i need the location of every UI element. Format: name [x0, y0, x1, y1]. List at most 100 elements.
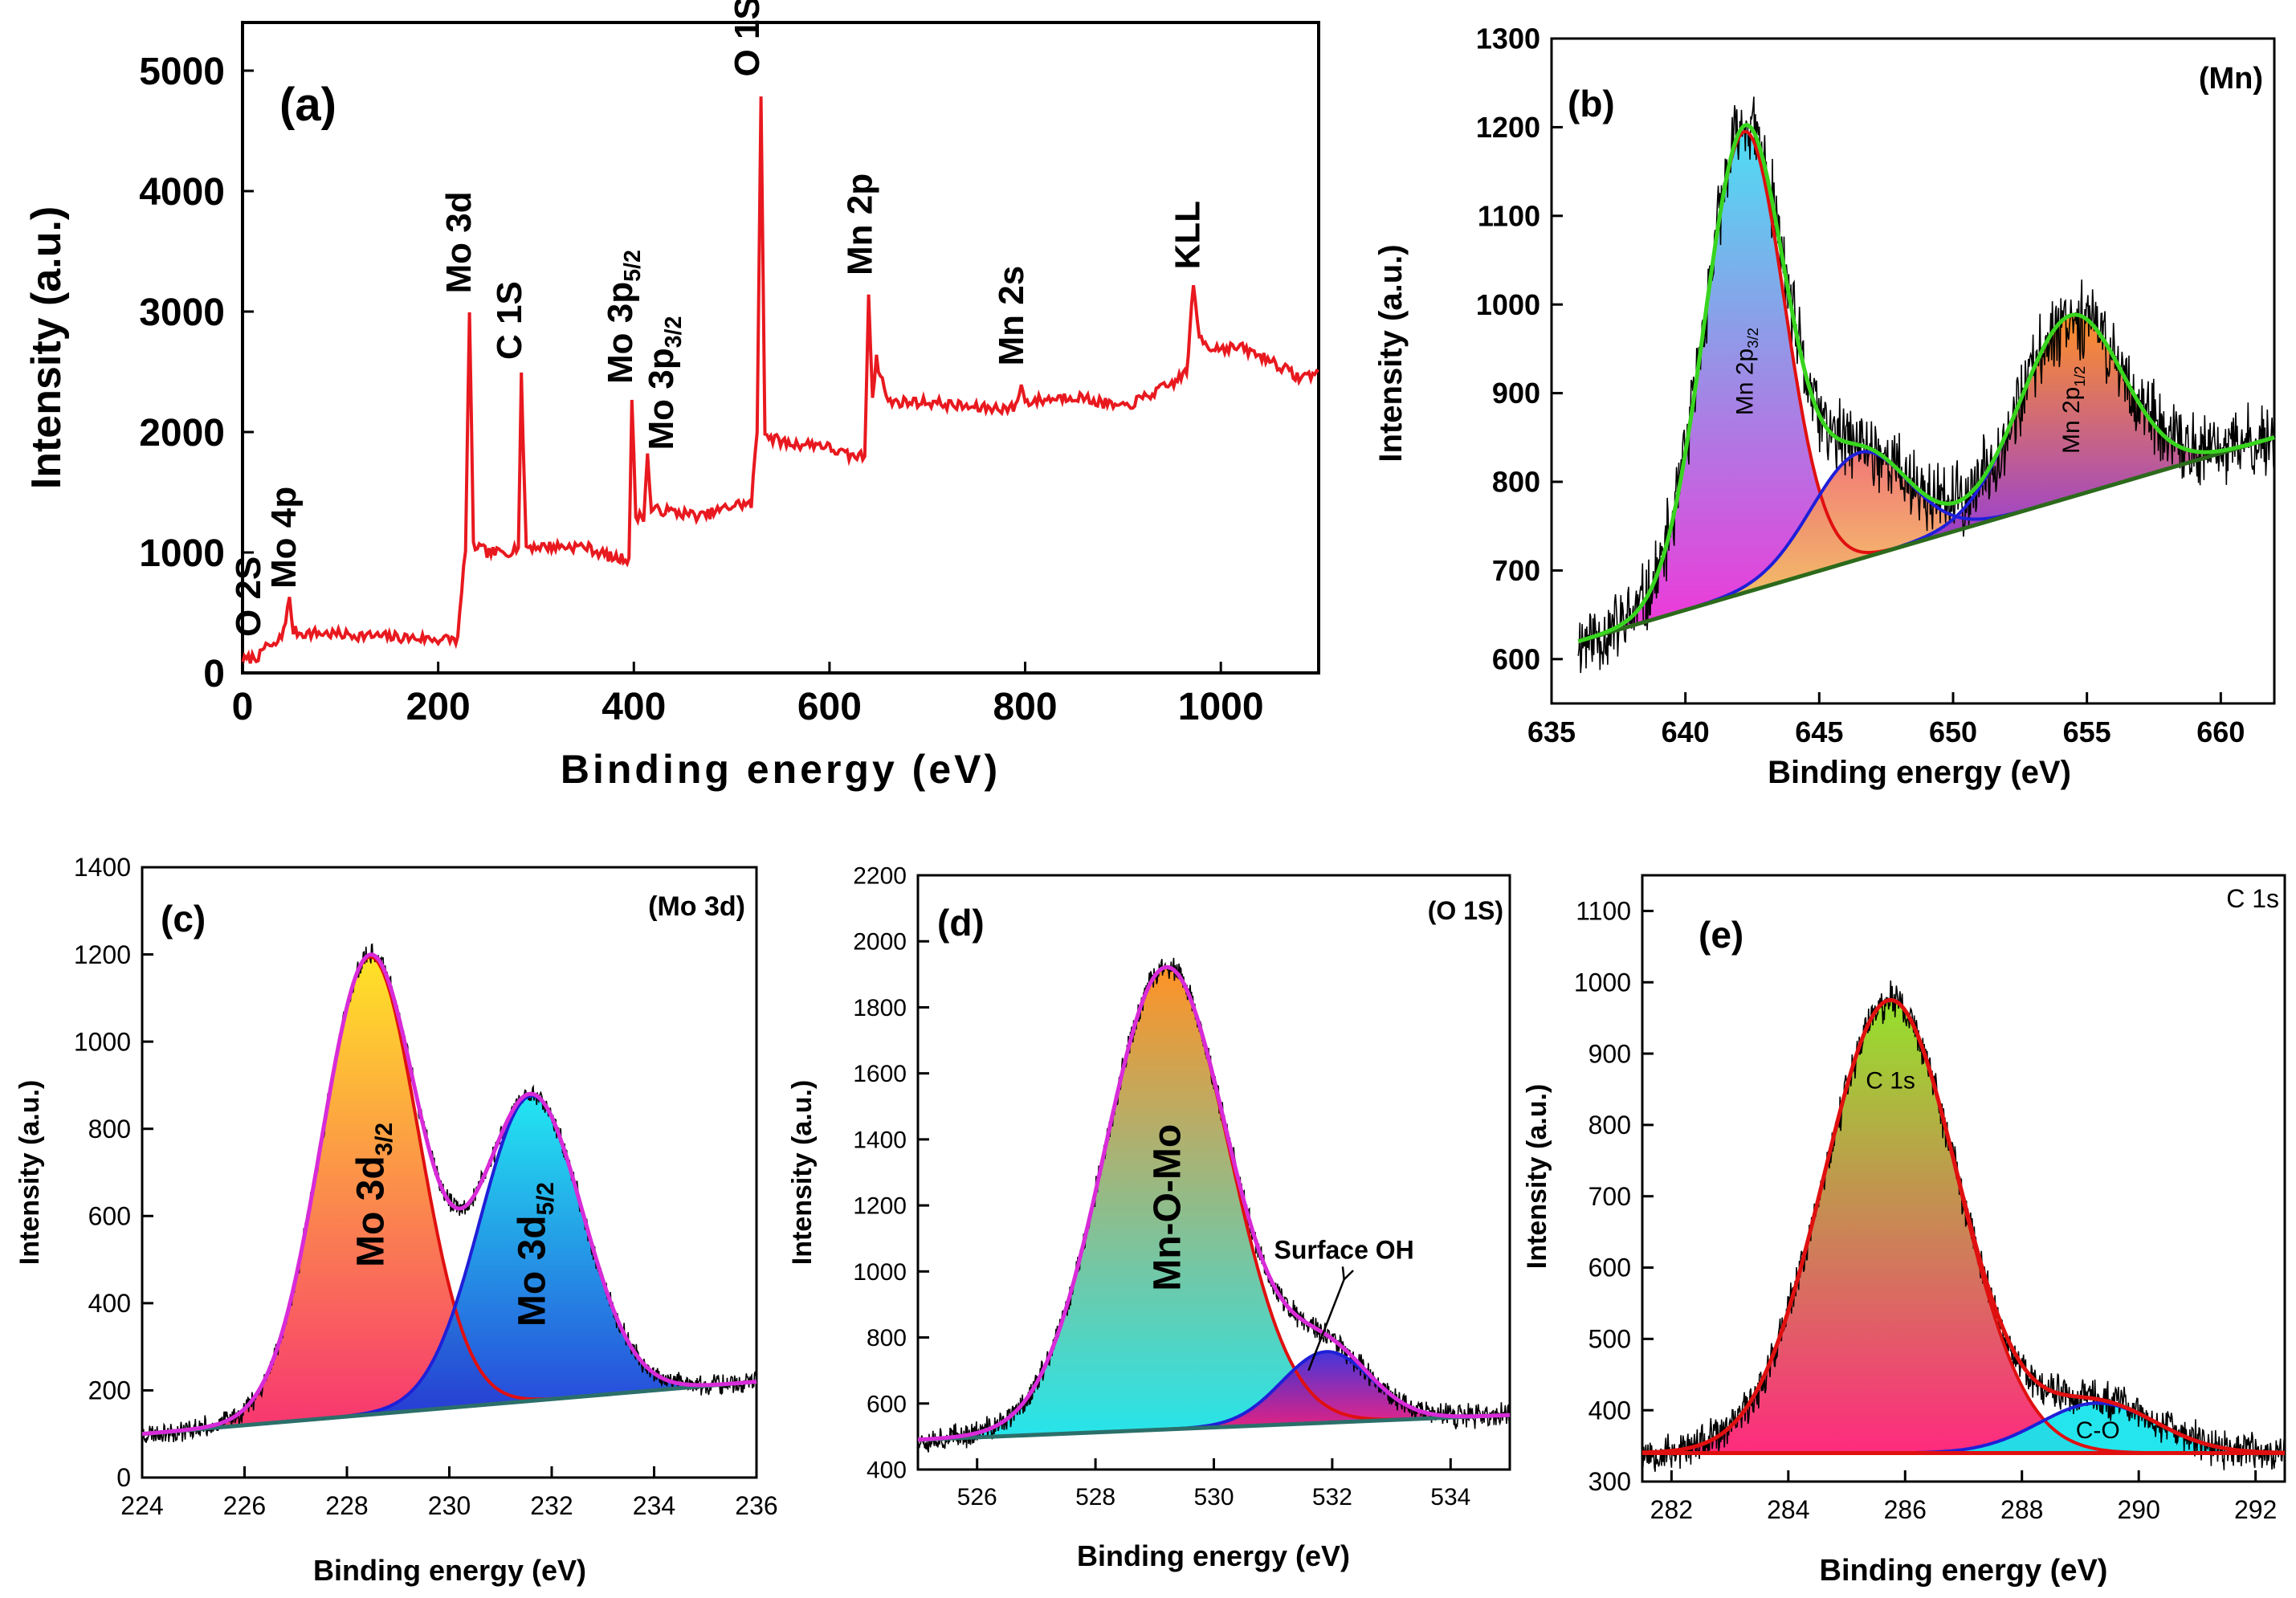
panel-d-axes: Mn-O-Mo Surface OH 526 528 530 532 534 400 600 80…	[853, 863, 1470, 1511]
y-tick-label: 2000	[853, 929, 907, 956]
baseline-line	[141, 1380, 757, 1437]
panel-a-plot	[241, 96, 1319, 664]
panel-e-frame	[1641, 874, 2286, 1483]
y-tick-label: 600	[1492, 642, 1540, 675]
peak-annotation: Mo 3p3/2	[642, 316, 687, 450]
y-tick-label: 1100	[1478, 199, 1540, 232]
x-tick-label: 232	[530, 1491, 573, 1520]
peak-component-line	[1657, 450, 2062, 620]
survey-spectrum-line	[241, 96, 1319, 664]
y-tick-label: 1000	[1574, 968, 1631, 997]
x-tick-label: 282	[1650, 1495, 1693, 1524]
peak-annotation: Mn 2p	[840, 173, 879, 275]
y-tick-label: 800	[1588, 1111, 1631, 1139]
panel-a-ylabel: Intensity (a.u.)	[23, 206, 70, 489]
panel-a-xlabel: Binding energy (eV)	[561, 747, 1001, 792]
y-tick-label: 800	[867, 1325, 907, 1351]
y-tick-label: 3000	[139, 291, 225, 334]
panel-b-frame	[1550, 37, 2276, 705]
y-tick-label: 1800	[853, 995, 907, 1021]
y-tick-label: 2000	[139, 412, 225, 455]
panel-e-plot	[1641, 980, 2286, 1472]
y-tick-label: 900	[1492, 377, 1540, 410]
panel-b-plot	[1577, 96, 2275, 674]
panel-d-label: (d)	[937, 902, 985, 944]
x-tick-label: 228	[325, 1491, 368, 1520]
panel-c-ylabel: Intensity (a.u.)	[14, 1080, 45, 1265]
y-tick-label: 2200	[853, 863, 907, 890]
peak-label: Mn-O-Mo	[1146, 1124, 1189, 1291]
x-tick-label: 640	[1662, 715, 1710, 748]
panel-e-xlabel: Binding energy (eV)	[1820, 1554, 2108, 1588]
envelope-fit-line	[1641, 997, 2285, 1455]
panel-d-corner-label: (O 1S)	[1428, 896, 1503, 925]
x-tick-label: 234	[633, 1491, 675, 1520]
panel-e-label: (e)	[1699, 914, 1743, 956]
y-tick-label: 600	[88, 1201, 131, 1230]
peak-label: Mn 2p1/2	[2058, 366, 2088, 454]
panel-a-label: (a)	[279, 79, 336, 131]
peak-label: Mn 2p3/2	[1732, 328, 1762, 415]
panel-b-axes: Mn 2p3/2 Mn 2p1/2 635 640 645 650 655 660 600 700…	[1476, 22, 2245, 748]
x-tick-label: 800	[993, 686, 1057, 728]
callout-arrow-line	[1307, 1278, 1345, 1372]
panel-a-frame	[241, 21, 1320, 675]
x-tick-label: 284	[1767, 1495, 1809, 1524]
y-tick-label: 600	[867, 1391, 907, 1417]
peak-annotation: KLL	[1168, 201, 1207, 270]
x-tick-label: 528	[1075, 1484, 1115, 1510]
y-tick-label: 800	[88, 1115, 131, 1143]
panel-c-xlabel: Binding energy (eV)	[313, 1554, 586, 1587]
x-tick-label: 230	[428, 1491, 471, 1520]
x-tick-label: 645	[1795, 715, 1843, 748]
y-tick-label: 5000	[139, 51, 225, 93]
baseline-line	[917, 1413, 1511, 1442]
y-tick-label: 400	[88, 1289, 131, 1318]
x-tick-label: 635	[1527, 715, 1576, 748]
panel-a: 0 200 400 600 800 1000 0 1000 2000 3000 4000 5000 O …	[23, 0, 1320, 792]
y-tick-label: 1100	[1576, 897, 1631, 926]
x-tick-label: 534	[1430, 1484, 1470, 1510]
baseline-line	[1577, 435, 2275, 644]
y-tick-label: 4000	[139, 171, 225, 214]
x-tick-label: 286	[1884, 1495, 1927, 1524]
x-tick-label: 292	[2234, 1495, 2277, 1524]
raw-data-line	[917, 957, 1511, 1453]
x-tick-label: 660	[2196, 715, 2245, 748]
y-tick-label: 700	[1588, 1182, 1631, 1211]
y-tick-label: 0	[203, 653, 225, 695]
x-tick-label: 600	[797, 686, 862, 728]
x-tick-label: 655	[2063, 715, 2111, 748]
panel-b-label: (b)	[1568, 83, 1615, 124]
panel-b-corner-label: (Mn)	[2199, 62, 2263, 96]
y-tick-label: 800	[1492, 466, 1540, 499]
panel-e-axes: C 1s C-O 282 284 286 288 290 292 300 400 500 600 700…	[1574, 897, 2278, 1524]
y-tick-label: 700	[1492, 554, 1540, 587]
y-tick-label: 200	[88, 1376, 131, 1405]
panel-e: C 1s C-O 282 284 286 288 290 292 300 400 500 600 700…	[1522, 874, 2286, 1588]
y-tick-label: 600	[1588, 1254, 1631, 1282]
peak-annotation: Mo 3d	[439, 191, 479, 293]
envelope-fit-line	[1577, 123, 2275, 644]
panel-d-ylabel: Intensity (a.u.)	[787, 1080, 818, 1265]
peak-annotation: Mo 3p5/2	[601, 250, 646, 384]
peak-fill	[166, 956, 573, 1433]
x-tick-label: 530	[1193, 1484, 1234, 1510]
y-tick-label: 1000	[853, 1259, 907, 1286]
y-tick-label: 0	[116, 1463, 131, 1492]
panel-e-corner-label: C 1s	[2226, 884, 2279, 913]
peak-annotation: O 2S	[229, 556, 268, 637]
panel-e-ylabel: Intensity (a.u.)	[1522, 1084, 1552, 1269]
x-tick-label: 0	[232, 686, 254, 728]
callout-label: Surface OH	[1274, 1235, 1413, 1264]
y-tick-label: 1200	[1476, 111, 1540, 144]
peak-annotation: C 1S	[490, 281, 529, 360]
peak-label: C 1s	[1866, 1067, 1915, 1094]
panel-d-plot	[917, 957, 1511, 1453]
panel-d: Mn-O-Mo Surface OH 526 528 530 532 534 400 600 80…	[787, 863, 1511, 1572]
peak-fill	[1858, 314, 2274, 560]
y-tick-label: 900	[1588, 1039, 1631, 1068]
y-tick-label: 1000	[139, 532, 225, 575]
